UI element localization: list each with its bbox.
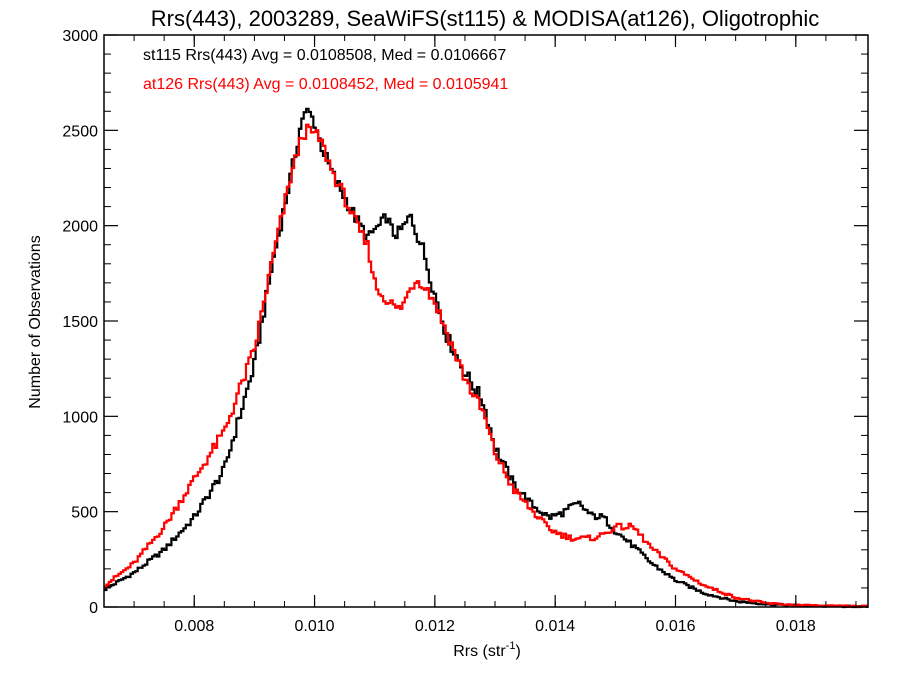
x-tick-label: 0.010 bbox=[295, 618, 335, 635]
y-tick-label: 0 bbox=[89, 600, 98, 617]
x-axis-label-superscript: -1 bbox=[506, 640, 516, 652]
y-tick-label: 500 bbox=[71, 505, 98, 522]
axes: 0.008 0.010 0.012 0.014 0.016 0.018 0 500 1000 15… bbox=[62, 28, 869, 635]
chart-title: Rrs(443), 2003289, SeaWiFS(st115) & MODI… bbox=[151, 6, 819, 31]
y-tick-label: 1000 bbox=[62, 409, 98, 426]
plot-area bbox=[104, 107, 868, 609]
x-tick-label: 0.016 bbox=[655, 618, 695, 635]
x-tick-label: 0.012 bbox=[415, 618, 455, 635]
y-axis-label: Number of Observations bbox=[27, 235, 44, 408]
legend-entry-2: at126 Rrs(443) Avg = 0.0108452, Med = 0.… bbox=[143, 76, 508, 93]
x-tick-label: 0.008 bbox=[174, 618, 214, 635]
plot-frame bbox=[103, 34, 869, 608]
x-tick-label: 0.018 bbox=[776, 618, 816, 635]
legend: st115 Rrs(443) Avg = 0.0108508, Med = 0.… bbox=[143, 47, 508, 93]
legend-entry-1: st115 Rrs(443) Avg = 0.0108508, Med = 0.… bbox=[143, 47, 506, 64]
x-axis-label-main: Rrs (str bbox=[453, 643, 506, 660]
y-tick-label: 1500 bbox=[62, 314, 98, 331]
x-axis-label: Rrs (str-1) bbox=[453, 640, 521, 660]
x-tick-label: 0.014 bbox=[535, 618, 575, 635]
y-tick-label: 2500 bbox=[62, 123, 98, 140]
series-line-1 bbox=[104, 107, 868, 609]
x-axis-label-close: ) bbox=[515, 643, 520, 660]
y-tick-label: 2000 bbox=[62, 219, 98, 236]
y-tick-label: 3000 bbox=[62, 28, 98, 45]
series-line-2 bbox=[104, 123, 868, 609]
